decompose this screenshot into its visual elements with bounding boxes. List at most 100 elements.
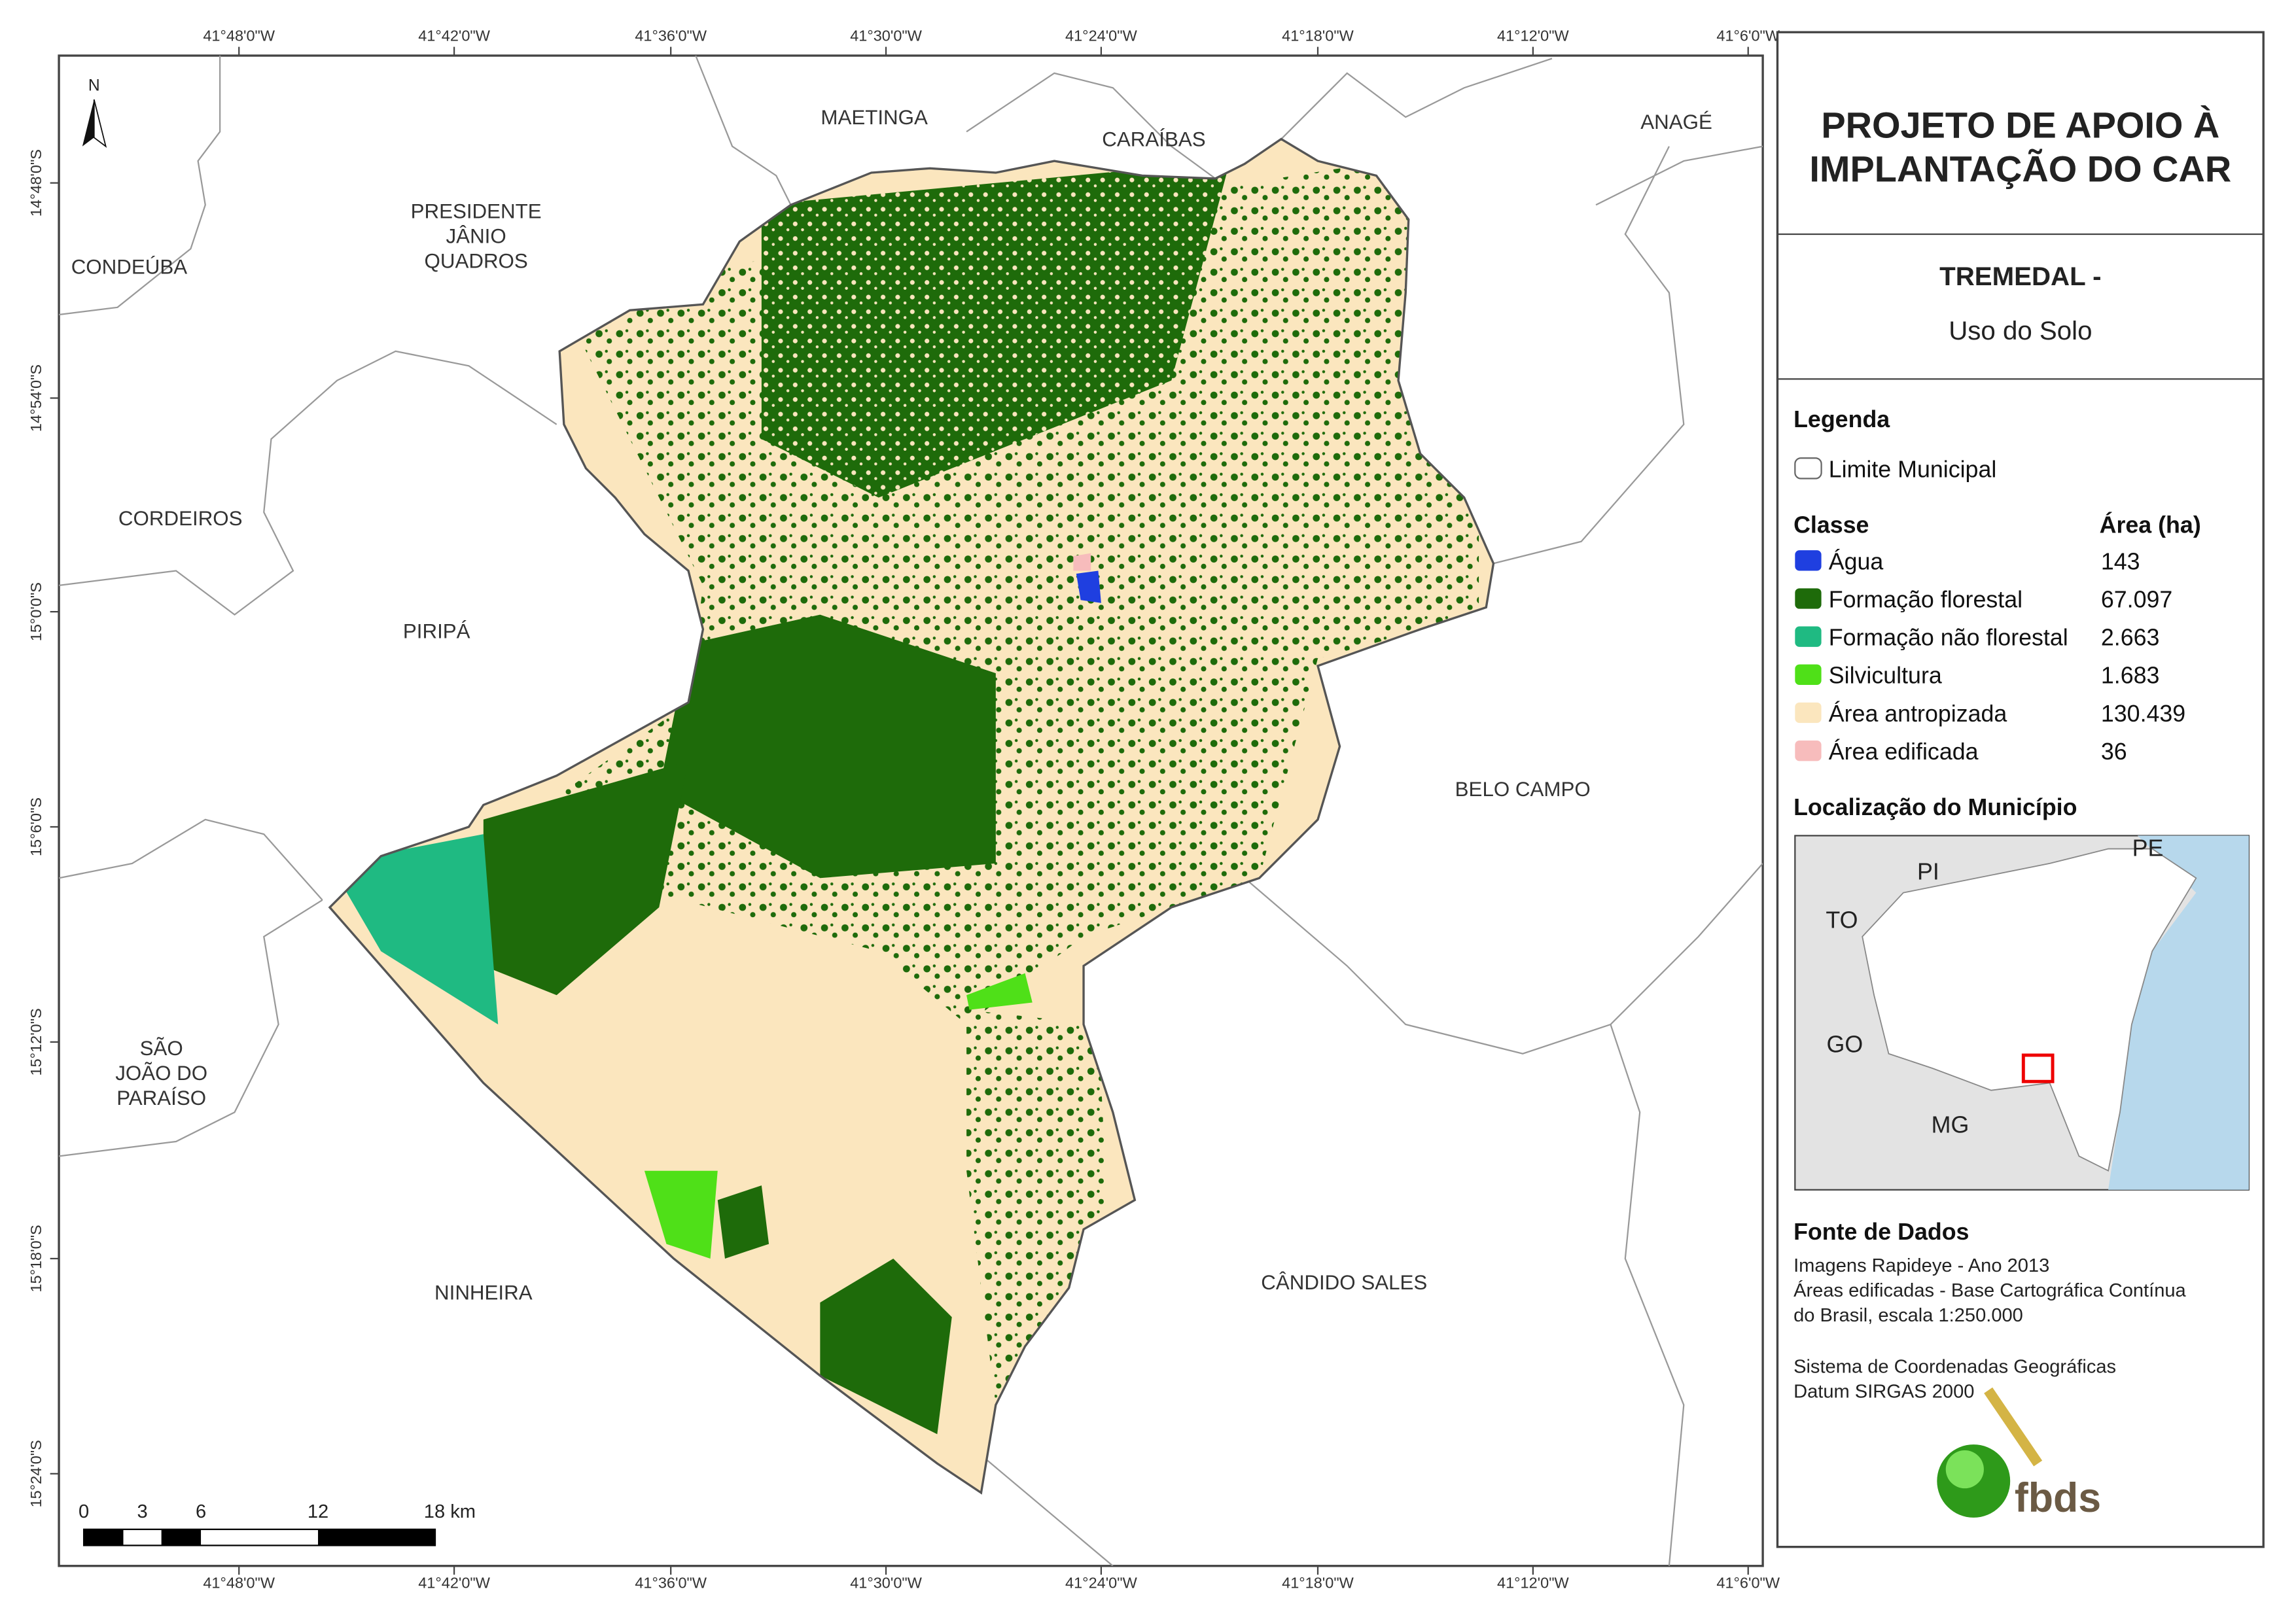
longitude-label: 41°30'0"W — [850, 27, 923, 44]
legend-label: Formação florestal — [1829, 586, 2022, 612]
latitude-label: 15°18'0"S — [27, 1225, 44, 1292]
inset-map — [1794, 835, 2250, 1191]
inset-label: PI — [1917, 859, 1939, 885]
longitude-label: 41°12'0"W — [1497, 1574, 1570, 1591]
place-name: CÂNDIDO SALES — [1261, 1271, 1427, 1294]
longitude-label: 41°36'0"W — [635, 1574, 707, 1591]
place-name: SÃO — [140, 1037, 183, 1060]
longitude-label: 41°42'0"W — [418, 27, 491, 44]
latitude-label: 15°12'0"S — [27, 1008, 44, 1075]
scale-label: 3 — [137, 1501, 147, 1522]
scale-bar — [82, 1528, 436, 1546]
legend-label: Água — [1829, 548, 1884, 574]
inset-label: GO — [1827, 1032, 1863, 1058]
latitude-label: 15°6'0"S — [27, 797, 44, 856]
place-name: CORDEIROS — [118, 507, 243, 530]
map-shape — [329, 834, 499, 1025]
longitude-label: 41°30'0"W — [850, 1574, 923, 1591]
longitude-label: 41°18'0"W — [1282, 27, 1354, 44]
latitude-label: 15°24'0"S — [27, 1440, 44, 1507]
legend-area: 2.663 — [2101, 625, 2160, 651]
north-arrow — [82, 99, 94, 147]
longitude-label: 41°24'0"W — [1065, 27, 1138, 44]
map-shape — [966, 973, 1033, 1010]
latitude-label: 14°48'0"S — [27, 149, 44, 217]
scale-label: 6 — [196, 1501, 206, 1522]
area-header: Área (ha) — [2100, 512, 2201, 538]
map-shape — [717, 1185, 769, 1259]
map-shape — [1945, 1450, 1984, 1489]
map-shape: 0 3 6 12 18 km — [79, 1501, 476, 1522]
map-shape: MAETINGA CARAÍBAS ANAGÉ PRESIDENTEJÂNIOQUAD… — [71, 106, 1712, 1304]
north-arrow — [93, 99, 107, 148]
north-label: N — [88, 77, 100, 95]
source-line: Imagens Rapideye - Ano 2013 — [1793, 1255, 2049, 1276]
map-shape — [59, 56, 221, 316]
source-line: Datum SIRGAS 2000 — [1793, 1381, 1974, 1402]
legend-swatch — [1795, 740, 1822, 761]
place-name: MAETINGA — [821, 106, 928, 129]
scale-label: 12 — [308, 1501, 328, 1522]
source-line: Sistema de Coordenadas Geográficas — [1793, 1356, 2116, 1377]
latitude-label: 15°0'0"S — [27, 582, 44, 641]
municipality-name: TREMEDAL - — [1939, 262, 2101, 291]
logo — [1937, 1387, 2043, 1518]
map-shape — [84, 1529, 124, 1546]
place-name: PRESIDENTE — [411, 200, 542, 222]
map-theme: Uso do Solo — [1949, 316, 2092, 345]
source-title: Fonte de Dados — [1793, 1219, 1969, 1245]
map-shape: Imagens Rapideye - Ano 2013 Áreas edifica… — [1793, 1255, 2186, 1402]
map-shape — [1862, 848, 2197, 1172]
legend-label: Área edificada — [1829, 739, 1979, 765]
legend-area: 1.683 — [2101, 663, 2160, 689]
place-name: PARAÍSO — [116, 1087, 206, 1109]
scale-label: 18 km — [424, 1501, 476, 1522]
map-shape: PI PE TO GO MG — [1826, 835, 2163, 1138]
map-shape — [761, 161, 1230, 498]
map-shape — [1610, 1024, 1685, 1566]
longitude-label: 41°24'0"W — [1065, 1574, 1138, 1591]
map-shape: Água 143 Formação florestal 67.097 Formação … — [1795, 548, 2185, 765]
legend-area: 143 — [2101, 548, 2140, 574]
legend-area: 67.097 — [2101, 586, 2172, 612]
source-line: do Brasil, escala 1:250.000 — [1793, 1305, 2023, 1326]
title-line: PROJETO DE APOIO À — [1821, 104, 2219, 145]
map-shape — [1595, 145, 1763, 206]
map-shape — [966, 72, 1216, 179]
map-shape — [1493, 146, 1685, 565]
latitude-label: 14°54'0"S — [27, 364, 44, 432]
map-shape — [659, 614, 996, 879]
longitude-label: 41°36'0"W — [635, 27, 707, 44]
legend-label: Área antropizada — [1829, 701, 2007, 727]
legend-swatch — [1795, 588, 1822, 609]
legend-label: Silvicultura — [1829, 663, 1942, 689]
legend-swatch — [1795, 664, 1822, 685]
legend-title: Legenda — [1793, 406, 1890, 432]
boundary-swatch — [1794, 457, 1822, 480]
map-shape — [161, 1529, 202, 1546]
place-name: QUADROS — [424, 249, 527, 272]
longitude-label: 41°42'0"W — [418, 1574, 491, 1591]
longitude-label: 41°12'0"W — [1497, 27, 1570, 44]
map-shape — [820, 1258, 952, 1435]
class-header: Classe — [1793, 512, 1869, 538]
longitude-label: 41°48'0"W — [203, 27, 275, 44]
place-name: JÂNIO — [446, 224, 506, 247]
map-shape — [695, 56, 792, 205]
inset-label: MG — [1932, 1112, 1969, 1138]
map-shape — [1280, 58, 1553, 140]
longitude-label: 41°6'0"W — [1716, 1574, 1780, 1591]
map-shape — [1076, 570, 1101, 603]
legend-swatch — [1795, 550, 1822, 571]
place-name: PIRIPÁ — [403, 620, 470, 642]
neighbor-boundaries — [59, 56, 1763, 1566]
legend-area: 130.439 — [2101, 701, 2185, 727]
legend-swatch — [1795, 626, 1822, 647]
land-cover — [329, 146, 1479, 1435]
map-shape — [2021, 1053, 2055, 1083]
map-shape — [483, 761, 689, 996]
place-name: NINHEIRA — [434, 1282, 533, 1304]
longitude-label: 41°18'0"W — [1282, 1574, 1354, 1591]
